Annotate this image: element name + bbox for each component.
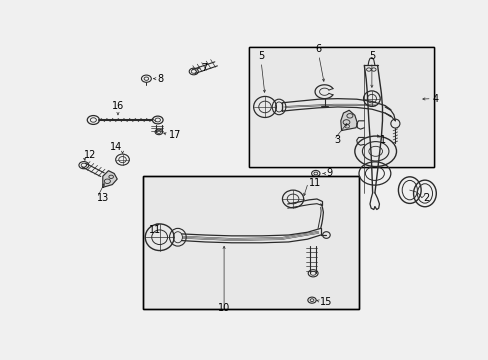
- Polygon shape: [340, 110, 357, 131]
- Text: 8: 8: [158, 74, 163, 84]
- Text: 17: 17: [169, 130, 181, 140]
- Bar: [248, 48, 433, 167]
- Text: 4: 4: [432, 94, 438, 104]
- Text: 16: 16: [112, 101, 124, 111]
- Text: 14: 14: [110, 142, 122, 152]
- Text: 12: 12: [84, 150, 96, 161]
- Bar: [142, 176, 358, 309]
- Text: 1: 1: [379, 135, 385, 145]
- Text: 5: 5: [368, 51, 374, 61]
- Text: 15: 15: [319, 297, 332, 307]
- Text: 6: 6: [315, 44, 321, 54]
- Text: 10: 10: [218, 303, 230, 314]
- Text: 9: 9: [326, 168, 332, 179]
- Polygon shape: [102, 171, 117, 187]
- Bar: [142, 176, 358, 309]
- Text: 11: 11: [149, 225, 161, 235]
- Text: 7: 7: [201, 63, 207, 73]
- Text: 13: 13: [97, 193, 109, 203]
- Text: 5: 5: [258, 51, 264, 61]
- Text: 11: 11: [309, 178, 321, 188]
- Text: 3: 3: [333, 135, 340, 145]
- Text: 2: 2: [422, 193, 428, 203]
- Bar: [248, 48, 433, 167]
